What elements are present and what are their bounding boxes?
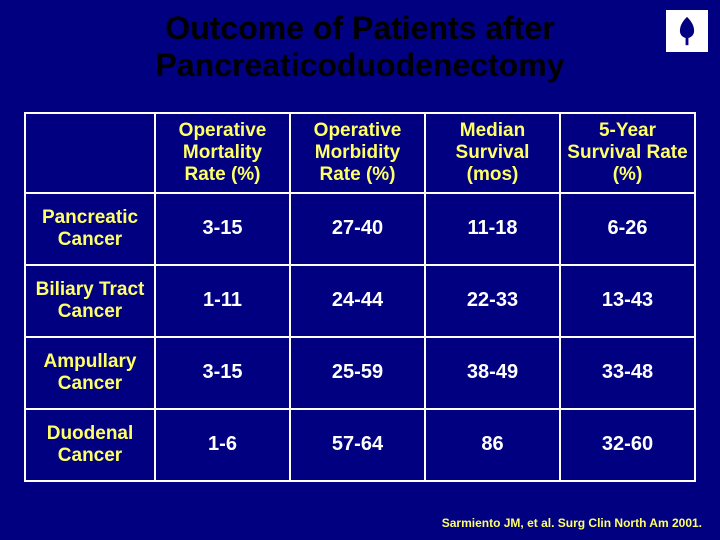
cell: 3-15 xyxy=(155,337,290,409)
tree-logo-icon xyxy=(664,8,710,54)
table-row: Pancreatic Cancer 3-15 27-40 11-18 6-26 xyxy=(25,193,695,265)
header-empty xyxy=(25,113,155,193)
row-header: Ampullary Cancer xyxy=(25,337,155,409)
cell: 24-44 xyxy=(290,265,425,337)
cell: 27-40 xyxy=(290,193,425,265)
table-header-row: Operative Mortality Rate (%) Operative M… xyxy=(25,113,695,193)
cell: 57-64 xyxy=(290,409,425,481)
col-header: Operative Morbidity Rate (%) xyxy=(290,113,425,193)
col-header: Median Survival (mos) xyxy=(425,113,560,193)
cell: 6-26 xyxy=(560,193,695,265)
table-row: Duodenal Cancer 1-6 57-64 86 32-60 xyxy=(25,409,695,481)
title-line-2: Pancreaticoduodenectomy xyxy=(156,47,565,83)
outcome-table: Operative Mortality Rate (%) Operative M… xyxy=(24,112,696,482)
citation-text: Sarmiento JM, et al. Surg Clin North Am … xyxy=(442,516,702,530)
cell: 3-15 xyxy=(155,193,290,265)
row-header: Biliary Tract Cancer xyxy=(25,265,155,337)
slide-title: Outcome of Patients after Pancreaticoduo… xyxy=(0,10,720,84)
cell: 86 xyxy=(425,409,560,481)
table-row: Ampullary Cancer 3-15 25-59 38-49 33-48 xyxy=(25,337,695,409)
cell: 32-60 xyxy=(560,409,695,481)
cell: 33-48 xyxy=(560,337,695,409)
cell: 13-43 xyxy=(560,265,695,337)
cell: 11-18 xyxy=(425,193,560,265)
cell: 25-59 xyxy=(290,337,425,409)
table-row: Biliary Tract Cancer 1-11 24-44 22-33 13… xyxy=(25,265,695,337)
cell: 22-33 xyxy=(425,265,560,337)
row-header: Pancreatic Cancer xyxy=(25,193,155,265)
col-header: Operative Mortality Rate (%) xyxy=(155,113,290,193)
cell: 1-11 xyxy=(155,265,290,337)
slide: Outcome of Patients after Pancreaticoduo… xyxy=(0,0,720,540)
row-header: Duodenal Cancer xyxy=(25,409,155,481)
cell: 1-6 xyxy=(155,409,290,481)
col-header: 5-Year Survival Rate (%) xyxy=(560,113,695,193)
tree-icon xyxy=(670,14,704,48)
title-line-1: Outcome of Patients after xyxy=(165,10,554,46)
cell: 38-49 xyxy=(425,337,560,409)
